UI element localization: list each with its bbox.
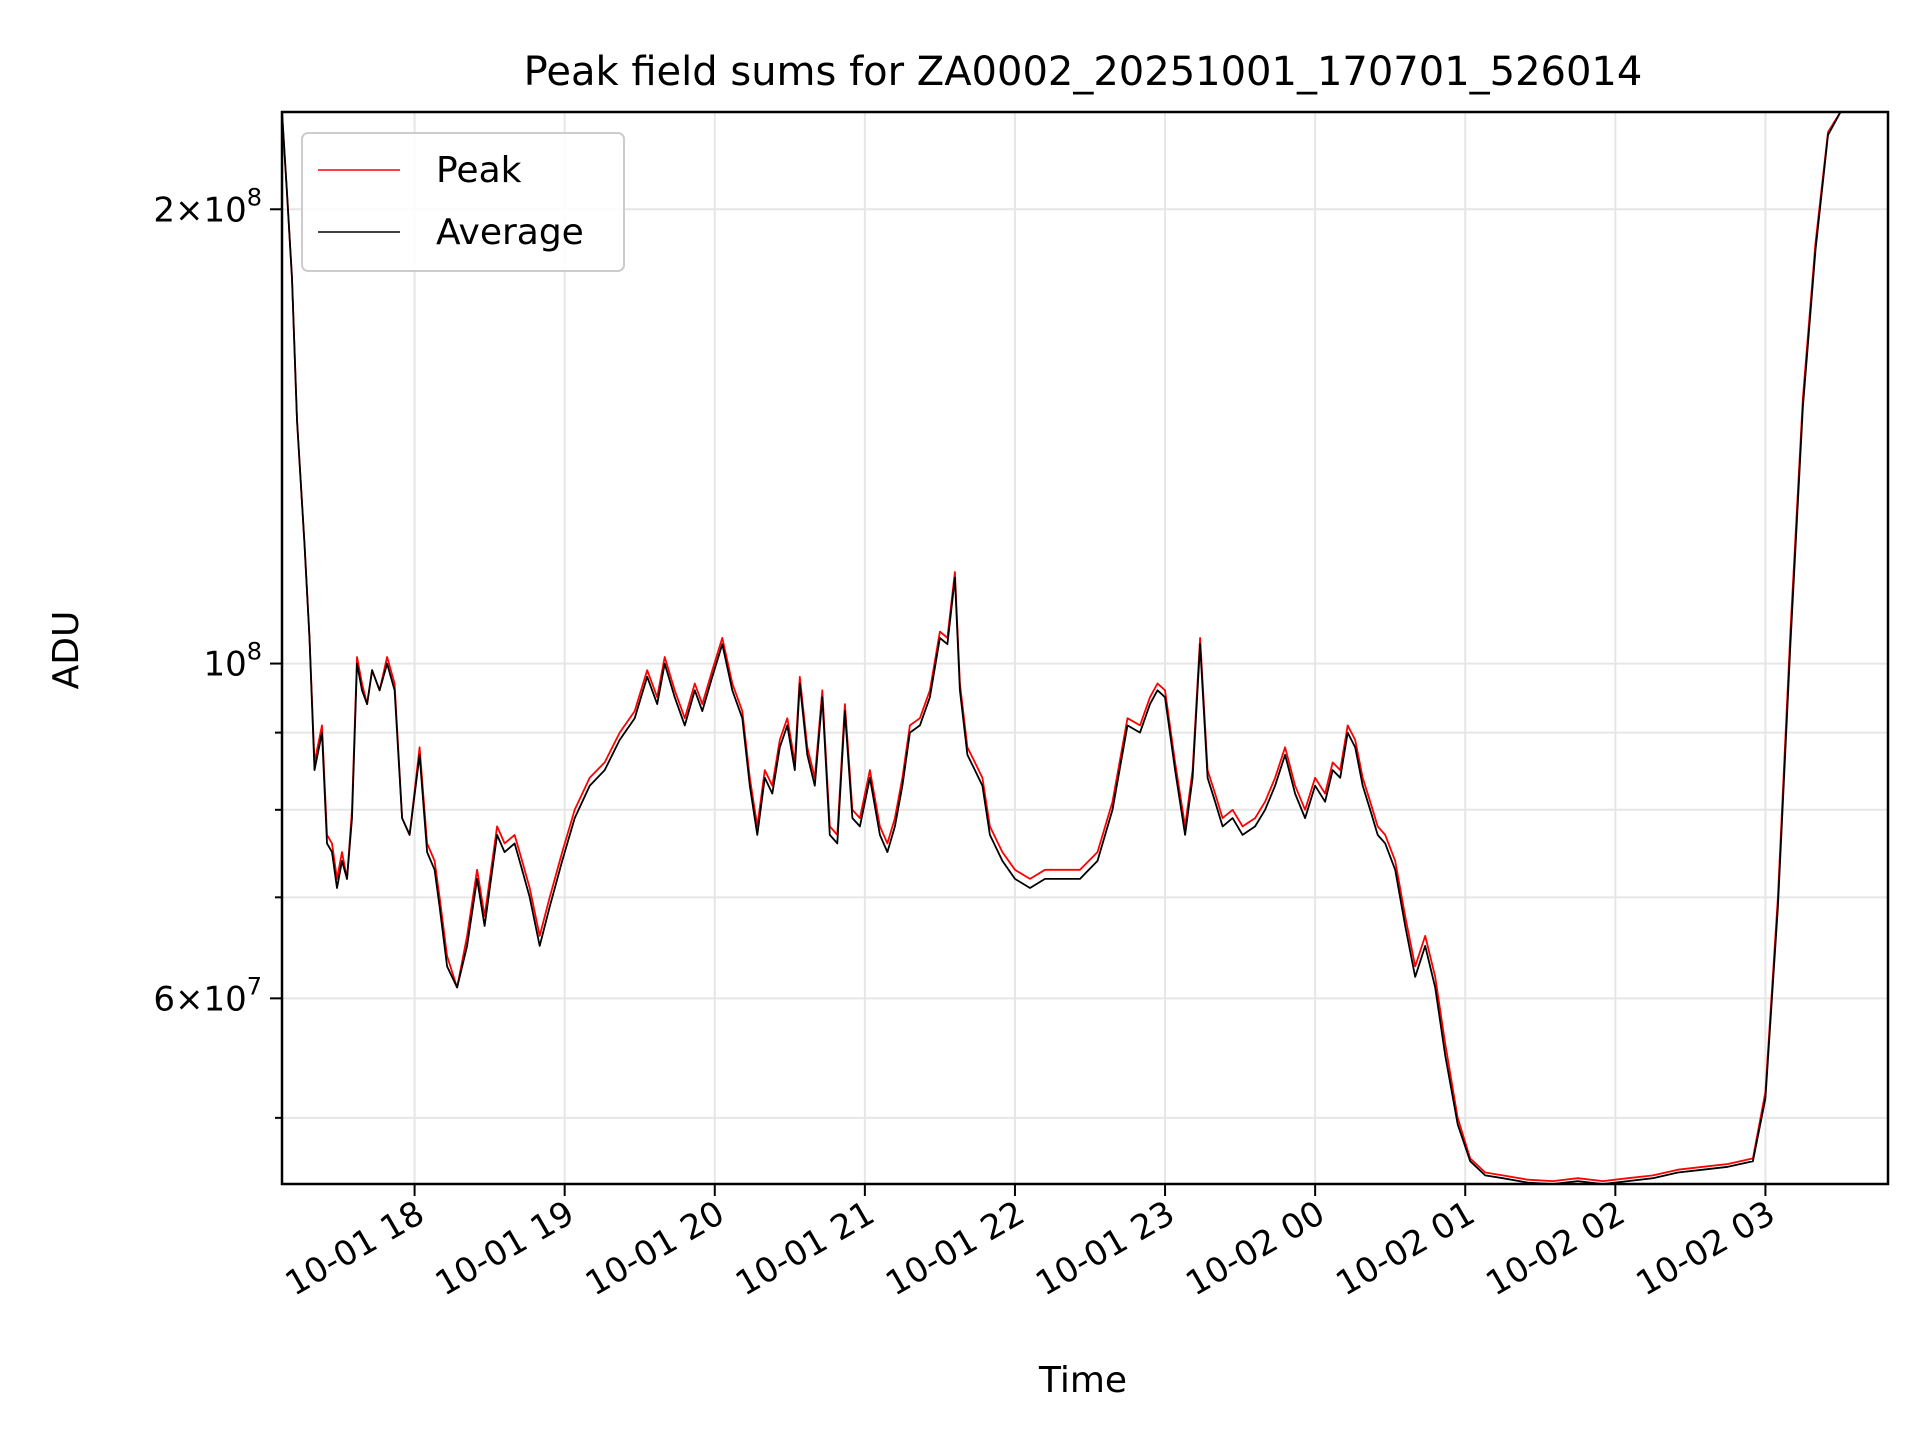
series-line-peak [282,112,1842,1182]
legend-box [301,132,625,272]
grid-lines [282,112,1888,1184]
plot-frame [280,110,1890,1186]
chart-title: Peak field sums for ZA0002_20251001_1707… [524,49,1643,95]
legend-average-label: Average [436,212,584,253]
y-tick-label: 6×107 [153,972,262,1019]
x-axis-label: Time [1038,1360,1127,1401]
y-axis-label: ADU [46,611,87,690]
series-lines [282,112,1842,1184]
legend: Peak Average [301,132,625,272]
legend-peak-label: Peak [436,150,522,191]
y-tick-label: 2×108 [153,183,262,230]
series-line-average [282,112,1842,1184]
